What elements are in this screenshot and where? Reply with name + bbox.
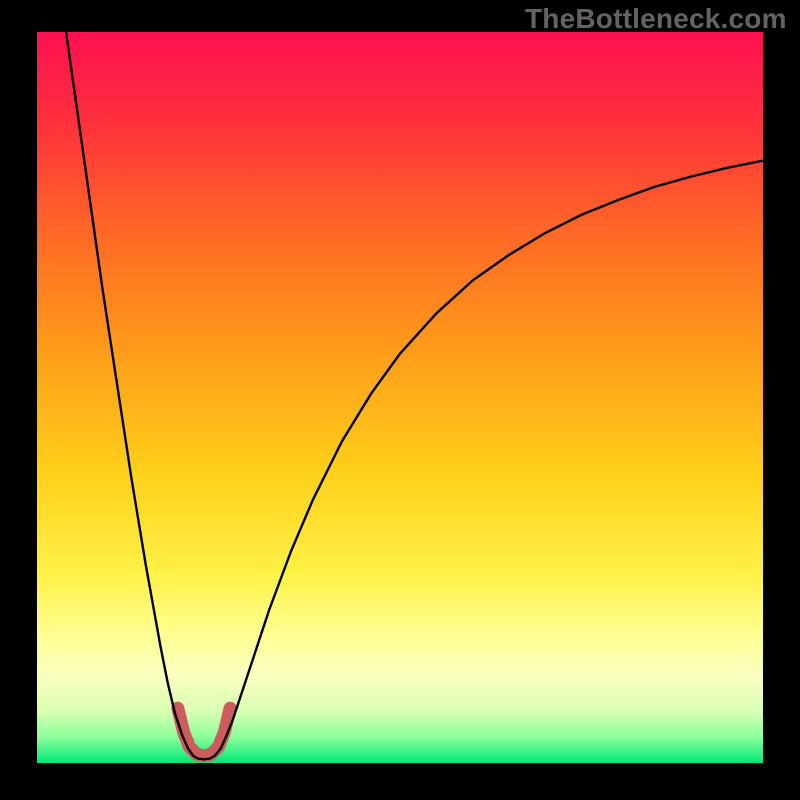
bottleneck-chart xyxy=(37,32,763,763)
dip-marker-path xyxy=(178,708,230,756)
watermark-text: TheBottleneck.com xyxy=(525,3,787,35)
bottleneck-curve-path xyxy=(66,32,763,759)
chart-curve-layer xyxy=(37,32,763,763)
